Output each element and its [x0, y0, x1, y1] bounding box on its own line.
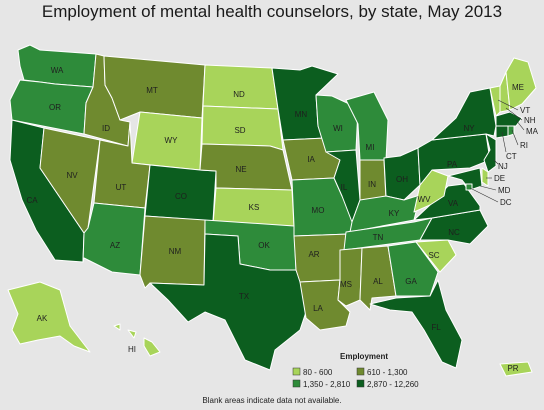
label-nv: NV: [66, 171, 78, 180]
label-ma: MA: [526, 127, 539, 136]
legend-swatch-2: [356, 367, 365, 376]
leader-vt: [497, 99, 519, 111]
label-az: AZ: [110, 241, 120, 250]
state-il[interactable]: [325, 149, 361, 223]
footnote: Blank areas indicate data not available.: [202, 396, 342, 405]
label-il: IL: [341, 183, 348, 192]
label-or: OR: [49, 103, 61, 112]
leader-nh: [505, 107, 523, 121]
label-wv: WV: [418, 195, 432, 204]
label-ri: RI: [520, 141, 528, 150]
label-wi: WI: [333, 124, 343, 133]
label-id: ID: [102, 124, 110, 133]
leader-ct: [501, 131, 507, 153]
legend-swatch-3: [292, 379, 301, 388]
state-me[interactable]: [505, 57, 537, 111]
label-ne: NE: [235, 165, 246, 174]
state-ri[interactable]: [507, 125, 515, 137]
state-fl[interactable]: [369, 279, 463, 369]
label-me: ME: [512, 83, 524, 92]
label-mo: MO: [312, 206, 325, 215]
label-nm: NM: [169, 247, 182, 256]
label-ct: CT: [506, 152, 517, 161]
legend-title: Employment: [340, 352, 388, 361]
state-oh[interactable]: [383, 147, 421, 201]
label-wy: WY: [165, 136, 179, 145]
label-pr: PR: [507, 364, 518, 373]
leader-ma: [515, 119, 525, 131]
state-ma[interactable]: [495, 111, 523, 127]
label-mn: MN: [295, 110, 308, 119]
label-in: IN: [368, 180, 376, 189]
label-sc: SC: [428, 251, 439, 260]
legend-label-3: 1,350 - 2,810: [303, 380, 351, 389]
page-title: Employment of mental health counselors, …: [41, 2, 503, 21]
label-de: DE: [494, 174, 505, 183]
legend: Employment 80 - 600 610 - 1,300 1,350 - …: [292, 352, 419, 389]
label-sd: SD: [234, 126, 245, 135]
state-tx[interactable]: [149, 233, 311, 371]
label-wa: WA: [51, 66, 64, 75]
label-ny: NY: [463, 124, 475, 133]
label-pa: PA: [447, 160, 458, 169]
label-ga: GA: [405, 277, 417, 286]
label-va: VA: [448, 199, 459, 208]
state-nd[interactable]: [202, 64, 279, 110]
legend-swatch-1: [292, 367, 301, 376]
label-md: MD: [498, 186, 511, 195]
label-fl: FL: [431, 323, 441, 332]
label-ms: MS: [340, 280, 352, 289]
label-nd: ND: [233, 90, 245, 99]
label-mt: MT: [146, 86, 158, 95]
label-ak: AK: [37, 314, 48, 323]
label-ar: AR: [308, 250, 319, 259]
state-dc[interactable]: [465, 183, 473, 191]
leader-dc: [469, 187, 499, 203]
label-mi: MI: [366, 143, 375, 152]
label-tx: TX: [239, 292, 250, 301]
label-tn: TN: [373, 233, 384, 242]
state-de[interactable]: [481, 167, 489, 187]
label-ky: KY: [389, 209, 400, 218]
state-co[interactable]: [144, 164, 217, 222]
state-md[interactable]: [447, 167, 483, 191]
label-hi: HI: [128, 345, 136, 354]
leader-nj: [493, 159, 499, 165]
label-ca: CA: [26, 196, 38, 205]
legend-label-1: 80 - 600: [303, 368, 333, 377]
label-oh: OH: [396, 175, 408, 184]
state-hi[interactable]: [113, 323, 161, 357]
leader-md: [479, 185, 497, 191]
label-la: LA: [313, 304, 323, 313]
leader-ri: [511, 129, 519, 146]
legend-label-4: 2,870 - 12,260: [367, 380, 419, 389]
label-co: CO: [175, 192, 187, 201]
state-pr[interactable]: [499, 361, 533, 377]
state-ms[interactable]: [337, 247, 363, 307]
label-vt: VT: [520, 106, 530, 115]
label-nh: NH: [524, 116, 536, 125]
label-ut: UT: [116, 183, 127, 192]
label-ks: KS: [249, 203, 260, 212]
state-ga[interactable]: [387, 241, 439, 297]
legend-swatch-4: [356, 379, 365, 388]
label-ia: IA: [307, 155, 315, 164]
legend-label-2: 610 - 1,300: [367, 368, 408, 377]
label-al: AL: [373, 277, 383, 286]
label-ok: OK: [258, 241, 270, 250]
label-nj: NJ: [498, 162, 508, 171]
state-sc[interactable]: [415, 239, 457, 273]
label-dc: DC: [500, 198, 512, 207]
state-ak[interactable]: [7, 281, 91, 353]
label-nc: NC: [448, 228, 460, 237]
state-az[interactable]: [82, 202, 146, 276]
